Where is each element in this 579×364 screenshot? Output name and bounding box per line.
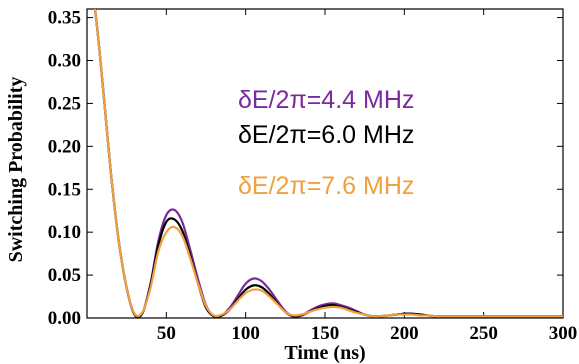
y-tick-label: 0.10 — [48, 222, 81, 243]
x-tick-label: 200 — [390, 323, 419, 344]
x-tick-label: 250 — [469, 323, 498, 344]
plot-frame — [86, 8, 564, 319]
x-tick-label: 300 — [549, 323, 578, 344]
y-tick-label: 0.15 — [48, 179, 81, 200]
y-tick-label: 0.25 — [48, 93, 81, 114]
y-tick-label: 0.05 — [48, 265, 81, 286]
x-tick-label: 50 — [157, 323, 176, 344]
x-axis-title: Time (ns) — [284, 342, 365, 364]
series-line-2 — [93, 9, 563, 318]
y-tick-label: 0.35 — [48, 8, 81, 29]
annotation-label-2: δE/2π=6.0 MHz — [238, 121, 414, 149]
y-tick-label: 0.30 — [48, 51, 81, 72]
annotation-label-3: δE/2π=7.6 MHz — [238, 172, 414, 200]
axis-ticks: 50 100 150 200 250 300 0.00 0.05 0.10 0.15 0.20 0.2… — [48, 8, 578, 344]
annotation-label-1: δE/2π=4.4 MHz — [238, 86, 414, 114]
y-axis-title: Switching Probability — [5, 77, 27, 263]
y-tick-label: 0.20 — [48, 136, 81, 157]
annotations: δE/2π=4.4 MHz δE/2π=6.0 MHz δE/2π=7.6 MHz — [238, 86, 414, 200]
y-tick-label: 0.00 — [48, 308, 81, 329]
x-tick-label: 100 — [231, 323, 260, 344]
series-line-3 — [93, 9, 563, 318]
plot-border — [86, 8, 564, 319]
series-curves — [93, 9, 563, 318]
x-tick-label: 150 — [311, 323, 340, 344]
series-line-1 — [93, 9, 563, 318]
